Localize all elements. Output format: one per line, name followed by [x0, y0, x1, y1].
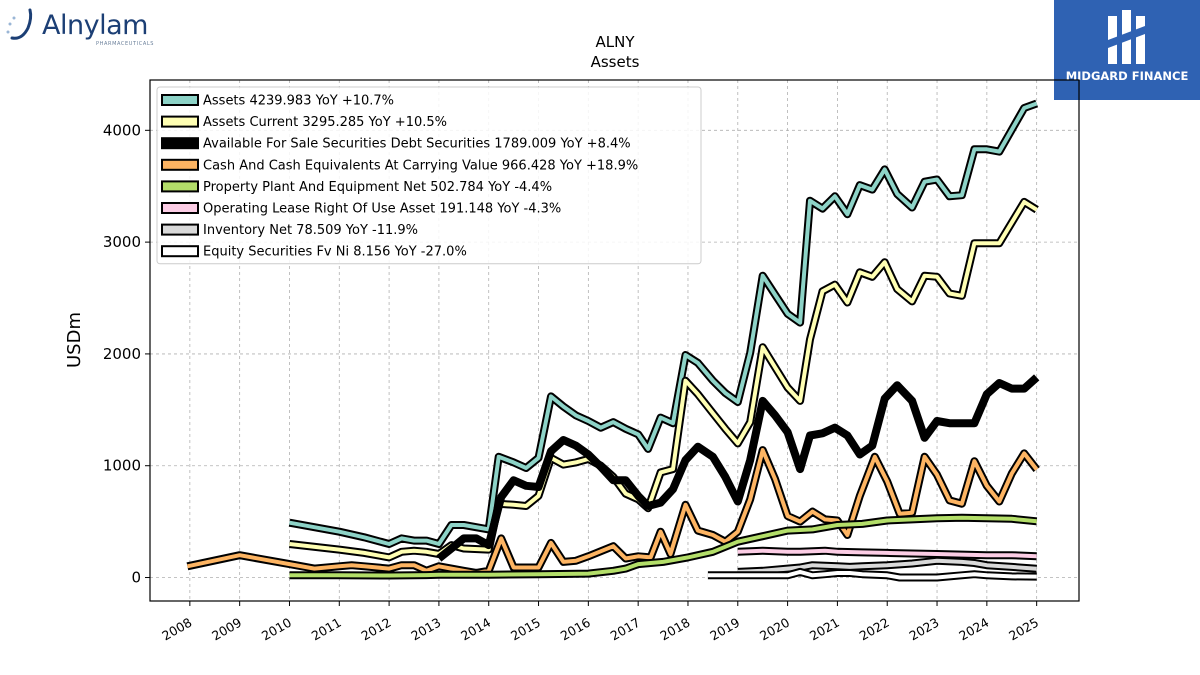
series-lines: [186, 99, 1040, 582]
alnylam-name: Alnylam: [42, 10, 148, 41]
series-line-6: [737, 558, 1037, 574]
chart-title: ALNY: [595, 33, 635, 51]
x-tick-label: 2023: [906, 615, 941, 644]
x-tick-label: 2018: [657, 615, 692, 644]
x-tick-label: 2009: [209, 615, 244, 644]
legend-label-3: Cash And Cash Equivalents At Carrying Va…: [203, 158, 638, 173]
x-tick-label: 2011: [309, 615, 344, 644]
y-tick-label: 4000: [103, 121, 141, 139]
x-tick-label: 2010: [259, 615, 294, 644]
series-line-3: [186, 448, 1039, 575]
legend-swatch-3: [161, 158, 199, 171]
legend-label-4: Property Plant And Equipment Net 502.784…: [203, 180, 552, 195]
alnylam-swoosh-icon: [6, 8, 33, 40]
x-tick-label: 2017: [608, 615, 643, 644]
series-line-4: [289, 515, 1037, 578]
x-tick-label: 2016: [558, 615, 593, 644]
legend-swatch-4: [161, 180, 199, 193]
legend-swatch-5: [161, 202, 199, 214]
chart-subtitle: Assets: [591, 53, 640, 71]
x-tick-label: 2020: [757, 615, 792, 644]
legend-label-2: Available For Sale Securities Debt Secur…: [203, 137, 631, 152]
legend-swatch-1: [161, 115, 199, 128]
legend-label-7: Equity Securities Fv Ni 8.156 YoY -27.0%: [203, 245, 467, 260]
y-tick-label: 0: [131, 569, 141, 587]
x-tick-label: 2021: [807, 615, 842, 644]
alnylam-subname: PHARMACEUTICALS: [96, 41, 155, 47]
x-tick-label: 2012: [359, 615, 394, 644]
y-tick-label: 1000: [103, 457, 141, 475]
plot-frame: [149, 79, 1080, 602]
y-tick-label: 3000: [103, 233, 141, 251]
legend-swatch-2: [161, 137, 199, 150]
series-line-5: [737, 548, 1037, 559]
x-tick-label: 2008: [159, 615, 194, 644]
midgard-name: MIDGARD FINANCE: [1065, 69, 1189, 83]
series-line-1: [289, 199, 1038, 560]
legend-swatch-0: [161, 94, 199, 106]
legend-label-0: Assets 4239.983 YoY +10.7%: [203, 94, 394, 109]
series-line-0: [289, 101, 1038, 546]
y-axis-label: USDm: [64, 312, 85, 368]
x-tick-label: 2019: [707, 615, 742, 644]
midgard-finance-logo: MIDGARD FINANCE: [1054, 0, 1200, 100]
legend-label-5: Operating Lease Right Of Use Asset 191.1…: [203, 202, 561, 217]
series-line-2: [436, 374, 1040, 562]
y-tick-label: 2000: [103, 345, 141, 363]
x-tick-label: 2024: [956, 615, 991, 644]
legend-box: [156, 86, 702, 265]
x-tick-label: 2013: [408, 615, 443, 644]
x-tick-label: 2025: [1006, 615, 1041, 644]
x-tick-label: 2022: [857, 615, 892, 644]
alnylam-logo: Alnylam PHARMACEUTICALS: [4, 4, 164, 48]
legend-label-6: Inventory Net 78.509 YoY -11.9%: [203, 223, 418, 238]
legend-label-1: Assets Current 3295.285 YoY +10.5%: [203, 115, 447, 130]
legend-swatch-7: [161, 245, 199, 258]
x-tick-label: 2014: [458, 615, 493, 644]
series-line-7: [707, 569, 1037, 580]
x-tick-label: 2015: [508, 615, 543, 644]
midgard-emblem-icon: [1108, 10, 1145, 64]
legend-swatch-6: [161, 223, 199, 236]
legend: Assets 4239.983 YoY +10.7% Assets Current…: [156, 86, 702, 265]
